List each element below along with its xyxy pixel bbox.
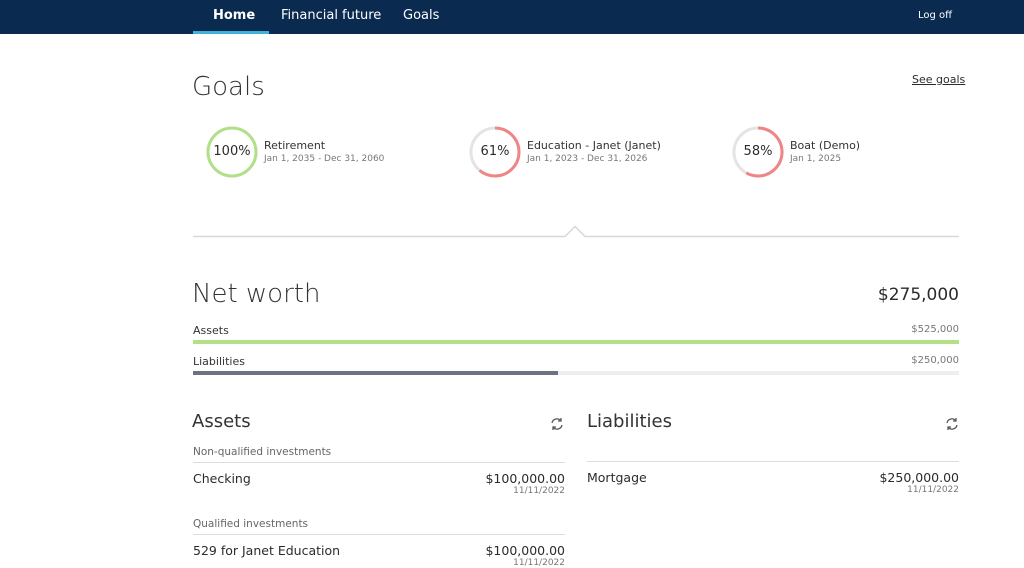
top-nav: Home Financial future Goals Log off [0, 0, 1024, 34]
account-date: 11/11/2022 [907, 485, 959, 495]
goal-ring [732, 126, 784, 178]
goal-name: Boat (Demo) [790, 139, 861, 152]
see-goals[interactable]: See goals [912, 73, 966, 86]
goals-title: Goals [192, 72, 265, 102]
nav-goals[interactable]: Goals [403, 8, 440, 23]
goal-ring [469, 126, 521, 178]
liabilities-bar [193, 371, 558, 375]
nav-financial-future[interactable]: Financial future [281, 8, 382, 23]
liabilities-label: Liabilities [193, 355, 245, 368]
rule [193, 462, 565, 463]
goal-name: Education - Janet (Janet) [527, 139, 661, 152]
goal-name: Retirement [264, 139, 326, 152]
goal-dates: Jan 1, 2023 - Dec 31, 2026 [527, 154, 648, 164]
goal-dates: Jan 1, 2025 [790, 154, 842, 164]
account-amount: $100,000.00 [485, 543, 565, 558]
net-worth-total: $275,000 [877, 285, 959, 305]
ring-progress [206, 126, 258, 178]
account-name: Checking [193, 471, 251, 486]
goal-dates: Jan 1, 2035 - Dec 31, 2060 [264, 154, 385, 164]
refresh-icon[interactable] [549, 416, 565, 432]
group-heading: Non-qualified investments [193, 446, 332, 458]
account-date: 11/11/2022 [513, 558, 565, 568]
goal-ring [206, 126, 258, 178]
goal-percent: 58% [743, 144, 773, 159]
account-amount: $100,000.00 [485, 471, 565, 486]
liabilities-value: $250,000 [911, 355, 959, 366]
account-date: 11/11/2022 [513, 486, 565, 496]
divider [193, 225, 959, 238]
goal-percent: 61% [480, 144, 510, 159]
rule [193, 534, 565, 535]
refresh-icon[interactable] [944, 416, 960, 432]
ring-progress [469, 126, 521, 178]
assets-label: Assets [193, 324, 229, 337]
assets-value: $525,000 [911, 324, 959, 335]
account-amount: $250,000.00 [879, 470, 959, 485]
net-worth-title: Net worth [192, 279, 321, 309]
account-name: 529 for Janet Education [193, 543, 341, 558]
account-name: Mortgage [587, 470, 647, 485]
nav-home[interactable]: Home [213, 8, 256, 23]
assets-title: Assets [192, 411, 251, 432]
liabilities-title: Liabilities [587, 411, 672, 432]
assets-bar [193, 340, 959, 344]
liabilities-track [193, 371, 959, 375]
log-off[interactable]: Log off [918, 10, 953, 21]
rule [587, 461, 959, 462]
group-heading: Qualified investments [193, 518, 309, 530]
ring-progress [732, 126, 784, 178]
goal-percent: 100% [213, 144, 251, 159]
active-indicator [193, 31, 269, 34]
assets-track [193, 340, 959, 344]
